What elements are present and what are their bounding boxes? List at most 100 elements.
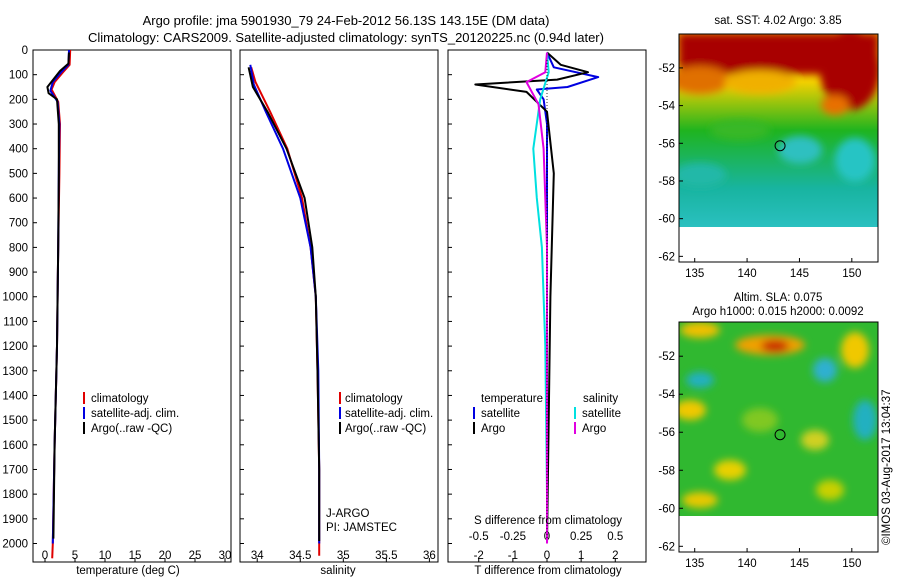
- map-y-tick-label: -62: [658, 251, 675, 263]
- map-y-tick-label: -58: [658, 176, 675, 188]
- map-x-tick-label: 145: [790, 558, 809, 570]
- map-y-tick-label: -56: [658, 138, 675, 150]
- sst-map-panel: sat. SST: 4.02 Argo: 3.85 135 140 145 150 -5…: [658, 15, 879, 280]
- y-tick-label: 800: [9, 242, 28, 254]
- y-tick-label: 2000: [2, 538, 28, 550]
- map-x-tick-label: 145: [790, 268, 809, 280]
- copyright-stamp: ©IMOS 03-Aug-2017 13:04:37: [881, 389, 893, 545]
- t-difference-axis-label: T difference from climatology: [474, 565, 621, 577]
- x-tick-label: 10: [99, 550, 112, 562]
- y-tick-label: 600: [9, 193, 28, 205]
- map-y-tick-label: -56: [658, 427, 675, 439]
- x-tick-label: 2: [612, 550, 618, 562]
- sla-heatmap: [679, 322, 878, 516]
- t-difference-x-axis: -2 -1 0 1 2: [448, 49, 618, 562]
- x-tick-label: 25: [189, 550, 202, 562]
- series-line-satellite-adj-clim-: [249, 64, 321, 544]
- s-difference-axis-label: S difference from climatology: [474, 515, 622, 527]
- y-tick-label: 1300: [2, 366, 28, 378]
- salinity-panel: 34 34.5 35 35.5 36 salinity climatology sate…: [239, 49, 439, 577]
- y-tick-label: 1200: [2, 341, 28, 353]
- series-line-salinity-argo: [525, 52, 548, 544]
- x-tick-label: 0: [42, 550, 48, 562]
- profile-location-marker: [774, 429, 786, 441]
- x-tick-label: 20: [159, 550, 172, 562]
- sst-map-frame: [678, 33, 879, 263]
- series-line-argo-raw-qc-: [46, 52, 70, 539]
- legend-label-argo: Argo(..raw -QC): [345, 423, 426, 435]
- map-y-tick-label: -58: [658, 465, 675, 477]
- y-tick-label: 1500: [2, 415, 28, 427]
- x-tick-label: 30: [219, 550, 232, 562]
- legend-label-satellite: satellite-adj. clim.: [91, 408, 179, 420]
- annotation-pi: PI: JAMSTEC: [326, 522, 397, 534]
- sla-map-frame: [678, 321, 879, 553]
- y-tick-label: 1000: [2, 292, 28, 304]
- temperature-legend: climatology satellite-adj. clim. Argo(..…: [83, 392, 179, 435]
- temperature-axes-frame: [32, 49, 232, 563]
- map-x-tick-label: 135: [685, 268, 704, 280]
- legend-label-climatology: climatology: [91, 393, 149, 405]
- map-y-tick-label: -54: [658, 101, 675, 113]
- y-tick-label: 200: [9, 94, 28, 106]
- y-tick-label: 1400: [2, 390, 28, 402]
- y-tick-label: 100: [9, 70, 28, 82]
- x-tick-label: 0: [544, 550, 550, 562]
- sla-map-title-1: Altim. SLA: 0.075: [734, 292, 823, 304]
- salinity-axis-label: salinity: [320, 565, 355, 577]
- legend-label-sal-satellite: satellite: [582, 408, 621, 420]
- map-x-tick-label: 140: [737, 558, 756, 570]
- map-y-tick-label: -62: [658, 541, 675, 553]
- x-tick-label: 36: [423, 550, 436, 562]
- map-x-tick-label: 140: [737, 268, 756, 280]
- y-tick-label: 500: [9, 168, 28, 180]
- x-tick-label: 34: [251, 550, 264, 562]
- series-line-temperature-argo: [474, 51, 589, 544]
- s-tick-label: 0.5: [607, 531, 623, 543]
- series-line-climatology: [250, 67, 321, 556]
- y-tick-label: 400: [9, 144, 28, 156]
- sst-heatmap: [679, 34, 878, 227]
- y-tick-label: 1100: [3, 316, 28, 328]
- annotation-j-argo: J-ARGO: [326, 508, 370, 520]
- salinity-x-axis: 34 34.5 35 35.5 36: [240, 49, 436, 562]
- y-tick-label: 1700: [2, 464, 28, 476]
- y-tick-label: 0: [22, 45, 28, 57]
- s-tick-label: -0.25: [500, 531, 526, 543]
- y-tick-label: 300: [9, 119, 28, 131]
- temperature-axis-label: temperature (deg C): [76, 565, 180, 577]
- salinity-axes-frame: [239, 49, 439, 563]
- legend-label-argo: Argo(..raw -QC): [91, 423, 172, 435]
- x-tick-label: 15: [129, 550, 142, 562]
- map-y-tick-label: -54: [658, 389, 675, 401]
- map-x-tick-label: 150: [842, 268, 861, 280]
- map-y-tick-label: -52: [658, 351, 675, 363]
- legend-label-climatology: climatology: [345, 393, 403, 405]
- x-tick-label: 35: [337, 550, 350, 562]
- legend-salinity-header: salinity: [583, 393, 618, 405]
- s-tick-label: -0.5: [469, 531, 489, 543]
- map-x-tick-label: 135: [685, 558, 704, 570]
- map-x-tick-label: 150: [842, 558, 861, 570]
- sla-map-title-2: Argo h1000: 0.015 h2000: 0.0092: [692, 306, 863, 318]
- x-tick-label: 5: [72, 550, 78, 562]
- map-y-tick-label: -60: [658, 214, 675, 226]
- y-tick-label: 700: [9, 218, 28, 230]
- y-tick-label: 1900: [2, 514, 28, 526]
- title-line-1: Argo profile: jma 5901930_79 24-Feb-2012…: [143, 13, 550, 28]
- x-tick-label: 34.5: [289, 550, 311, 562]
- y-tick-label: 900: [9, 267, 28, 279]
- temperature-panel: 0100200300400500600700800900100011001200…: [2, 45, 232, 577]
- series-line-argo-raw-qc-: [247, 67, 321, 541]
- map-y-tick-label: -52: [658, 63, 675, 75]
- map-y-tick-label: -60: [658, 503, 675, 515]
- difference-legend: temperature salinity satellite Argo sate…: [473, 393, 621, 435]
- s-tick-label: 0.25: [570, 531, 592, 543]
- profile-location-marker: [774, 140, 786, 152]
- difference-panel: -2 -1 0 1 2 -0.5 -0.25 0 0.25 0.5 S difference f…: [447, 49, 647, 577]
- title-line-2: Climatology: CARS2009. Satellite-adjuste…: [88, 30, 604, 45]
- legend-label-temp-satellite: satellite: [481, 408, 520, 420]
- legend-label-sal-argo: Argo: [582, 423, 606, 435]
- legend-temperature-header: temperature: [481, 393, 543, 405]
